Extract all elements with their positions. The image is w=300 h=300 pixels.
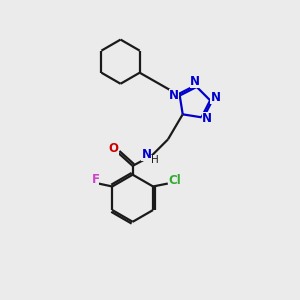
Text: N: N xyxy=(190,75,200,88)
Text: N: N xyxy=(169,89,179,102)
Text: N: N xyxy=(202,112,212,125)
Text: F: F xyxy=(92,173,100,186)
Text: N: N xyxy=(142,148,152,160)
Text: H: H xyxy=(151,155,159,165)
Text: O: O xyxy=(109,142,118,155)
Text: Cl: Cl xyxy=(168,174,181,187)
Text: N: N xyxy=(211,91,220,104)
